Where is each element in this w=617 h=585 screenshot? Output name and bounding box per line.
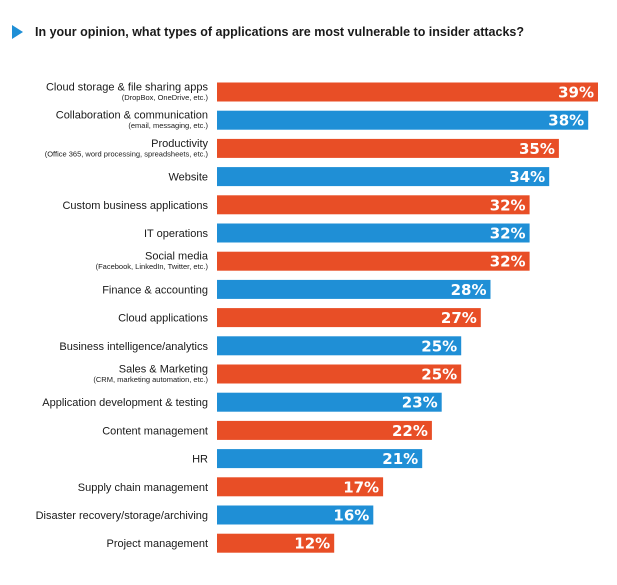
bar — [217, 505, 374, 525]
value-label: 32% — [490, 196, 526, 214]
bar — [217, 251, 530, 271]
value-label: 16% — [333, 507, 369, 525]
category-label: Cloud applications — [118, 313, 208, 325]
category-label: Sales & Marketing — [119, 364, 208, 376]
category-label: Custom business applications — [62, 200, 208, 212]
bar — [217, 533, 335, 553]
bar — [217, 138, 559, 158]
category-label: Business intelligence/analytics — [59, 341, 208, 353]
category-label: Supply chain management — [78, 482, 208, 494]
bar-row: 28% Finance & accounting — [102, 279, 491, 299]
value-label: 34% — [509, 168, 545, 186]
bar — [217, 167, 550, 187]
category-label: Finance & accounting — [102, 284, 208, 296]
category-label: Productivity — [151, 138, 208, 150]
category-label: HR — [192, 454, 208, 466]
bar — [217, 195, 530, 215]
value-label: 38% — [548, 112, 584, 130]
bar — [217, 364, 462, 384]
value-label: 22% — [392, 422, 428, 440]
bar — [217, 449, 423, 469]
bar-row: 32% IT operations — [144, 223, 530, 243]
value-label: 12% — [294, 535, 330, 553]
bar-row: 16% Disaster recovery/storage/archiving — [36, 505, 374, 525]
value-label: 32% — [490, 253, 526, 271]
category-label: Disaster recovery/storage/archiving — [36, 510, 208, 522]
bar-row: 38% Collaboration & communication(email, … — [56, 110, 589, 130]
value-label: 23% — [402, 394, 438, 412]
category-label: Website — [168, 172, 208, 184]
bar-row: 34% Website — [168, 167, 550, 187]
bar — [217, 420, 432, 440]
value-label: 35% — [519, 140, 555, 158]
bar-row: 32% Social media(Facebook, LinkedIn, Twit… — [96, 251, 530, 271]
value-label: 25% — [421, 337, 457, 355]
bar-row: 27% Cloud applications — [118, 308, 481, 328]
bar-row: 23% Application development & testing — [42, 392, 442, 412]
bar-row: 25% Business intelligence/analytics — [59, 336, 462, 356]
category-sublabel: (DropBox, OneDrive, etc.) — [122, 93, 209, 102]
value-label: 28% — [451, 281, 487, 299]
category-label: Application development & testing — [42, 397, 208, 409]
bar-row: 21% HR — [192, 449, 423, 469]
bar — [217, 336, 462, 356]
bar-row: 25% Sales & Marketing(CRM, marketing auto… — [93, 364, 462, 384]
bar — [217, 308, 481, 328]
category-label: Social media — [145, 251, 209, 263]
category-sublabel: (Facebook, LinkedIn, Twitter, etc.) — [96, 262, 209, 271]
category-label: Cloud storage & file sharing apps — [46, 82, 209, 94]
play-triangle-icon — [12, 25, 23, 39]
chart-title: In your opinion, what types of applicati… — [35, 25, 524, 39]
bar-row: 35% Productivity(Office 365, word process… — [45, 138, 559, 158]
bar — [217, 82, 598, 102]
bar-row: 32% Custom business applications — [62, 195, 530, 215]
value-label: 25% — [421, 366, 457, 384]
category-label: IT operations — [144, 228, 209, 240]
bar — [217, 279, 491, 299]
bar — [217, 477, 384, 497]
value-label: 39% — [558, 84, 594, 102]
value-label: 32% — [490, 225, 526, 243]
bar-row: 39% Cloud storage & file sharing apps(Dro… — [46, 82, 598, 102]
bar — [217, 392, 442, 412]
category-label: Content management — [102, 425, 208, 437]
bar-row: 17% Supply chain management — [78, 477, 384, 497]
bar — [217, 223, 530, 243]
value-label: 27% — [441, 309, 477, 327]
bar — [217, 110, 589, 130]
category-sublabel: (Office 365, word processing, spreadshee… — [45, 149, 209, 158]
category-label: Project management — [107, 538, 209, 550]
bar-row: 22% Content management — [102, 420, 432, 440]
category-sublabel: (CRM, marketing automation, etc.) — [93, 375, 208, 384]
category-sublabel: (email, messaging, etc.) — [128, 121, 208, 130]
chart-title-row: In your opinion, what types of applicati… — [12, 22, 524, 42]
value-label: 17% — [343, 478, 379, 496]
category-label: Collaboration & communication — [56, 110, 208, 122]
bar-row: 12% Project management — [107, 533, 335, 553]
value-label: 21% — [382, 450, 418, 468]
